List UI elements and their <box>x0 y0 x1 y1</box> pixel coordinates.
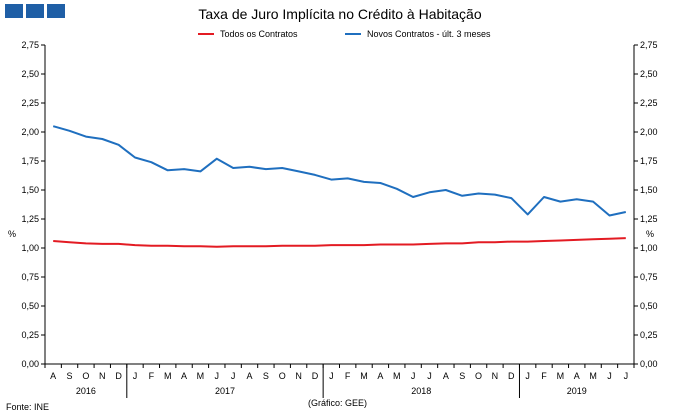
x-tick-label: J <box>133 371 138 381</box>
x-tick-label: J <box>411 371 416 381</box>
x-tick-label: F <box>149 371 155 381</box>
y-tick-label-right: 2,00 <box>640 127 658 137</box>
x-tick-label: D <box>508 371 515 381</box>
x-tick-label: S <box>263 371 269 381</box>
x-tick-label: J <box>427 371 432 381</box>
y-tick-label-right: 2,75 <box>640 40 658 50</box>
x-tick-label: M <box>197 371 205 381</box>
x-tick-label: F <box>345 371 351 381</box>
x-tick-label: S <box>67 371 73 381</box>
y-tick-label-left: 0,00 <box>21 359 39 369</box>
y-tick-label-left: 1,25 <box>21 214 39 224</box>
x-tick-label: O <box>475 371 482 381</box>
x-tick-label: A <box>377 371 383 381</box>
series-line-todos-contratos <box>53 237 626 248</box>
legend-item-novos: Novos Contratos - últ. 3 meses <box>345 29 491 39</box>
x-tick-label: S <box>459 371 465 381</box>
x-tick-label: A <box>50 371 56 381</box>
legend-swatch-blue <box>345 33 361 35</box>
y-tick-label-right: 1,25 <box>640 214 658 224</box>
y-tick-label-left: 0,75 <box>21 272 39 282</box>
y-tick-label-right: 1,50 <box>640 185 658 195</box>
y-tick-label-left: 2,50 <box>21 69 39 79</box>
y-tick-label-right: 0,00 <box>640 359 658 369</box>
legend-swatch-red <box>198 33 214 35</box>
x-tick-label: J <box>525 371 530 381</box>
x-tick-label: O <box>279 371 286 381</box>
year-label: 2018 <box>411 386 431 396</box>
y-tick-label-right: 2,25 <box>640 98 658 108</box>
y-tick-label-right: 0,50 <box>640 301 658 311</box>
x-tick-label: J <box>231 371 236 381</box>
y-tick-label-left: 1,00 <box>21 243 39 253</box>
y-axis-label-right: % <box>646 229 654 239</box>
y-tick-label-left: 2,00 <box>21 127 39 137</box>
y-tick-label-left: 2,25 <box>21 98 39 108</box>
x-tick-label: N <box>99 371 106 381</box>
legend-item-todos: Todos os Contratos <box>198 29 298 39</box>
source-note: Fonte: INE <box>6 402 50 412</box>
year-label: 2016 <box>76 386 96 396</box>
y-axis-label-left: % <box>8 229 16 239</box>
x-tick-label: J <box>329 371 334 381</box>
x-tick-label: A <box>574 371 580 381</box>
x-tick-label: M <box>360 371 368 381</box>
x-tick-label: O <box>82 371 89 381</box>
y-tick-label-left: 1,50 <box>21 185 39 195</box>
x-tick-label: J <box>624 371 629 381</box>
series-line-novos-contratos <box>52 125 627 217</box>
x-tick-label: N <box>492 371 499 381</box>
x-tick-label: M <box>557 371 565 381</box>
y-tick-label-left: 0,25 <box>21 330 39 340</box>
x-tick-label: D <box>115 371 122 381</box>
y-tick-label-right: 0,25 <box>640 330 658 340</box>
x-tick-label: F <box>541 371 547 381</box>
x-tick-label: M <box>589 371 597 381</box>
logo-square <box>5 4 23 18</box>
x-tick-label: M <box>164 371 172 381</box>
x-tick-label: A <box>443 371 449 381</box>
x-tick-label: A <box>181 371 187 381</box>
chart-credit: (Gráfico: GEE) <box>308 398 368 408</box>
y-tick-label-right: 2,50 <box>640 69 658 79</box>
x-tick-label: A <box>247 371 253 381</box>
x-tick-label: N <box>295 371 302 381</box>
logo-square <box>26 4 44 18</box>
logo <box>5 4 65 18</box>
year-label: 2017 <box>215 386 235 396</box>
x-tick-label: M <box>393 371 401 381</box>
y-tick-label-left: 1,75 <box>21 156 39 166</box>
x-tick-label: J <box>215 371 220 381</box>
legend: Todos os Contratos Novos Contratos - últ… <box>0 29 680 43</box>
y-tick-label-right: 0,75 <box>640 272 658 282</box>
legend-label-todos: Todos os Contratos <box>220 29 298 39</box>
y-tick-label-right: 1,75 <box>640 156 658 166</box>
y-tick-label-left: 2,75 <box>21 40 39 50</box>
y-tick-label-left: 0,50 <box>21 301 39 311</box>
x-tick-label: J <box>607 371 612 381</box>
x-tick-label: D <box>312 371 319 381</box>
year-label: 2019 <box>567 386 587 396</box>
y-tick-label-right: 1,00 <box>640 243 658 253</box>
chart-title: Taxa de Juro Implícita no Crédito à Habi… <box>198 6 482 22</box>
legend-label-novos: Novos Contratos - últ. 3 meses <box>367 29 491 39</box>
logo-square <box>47 4 65 18</box>
